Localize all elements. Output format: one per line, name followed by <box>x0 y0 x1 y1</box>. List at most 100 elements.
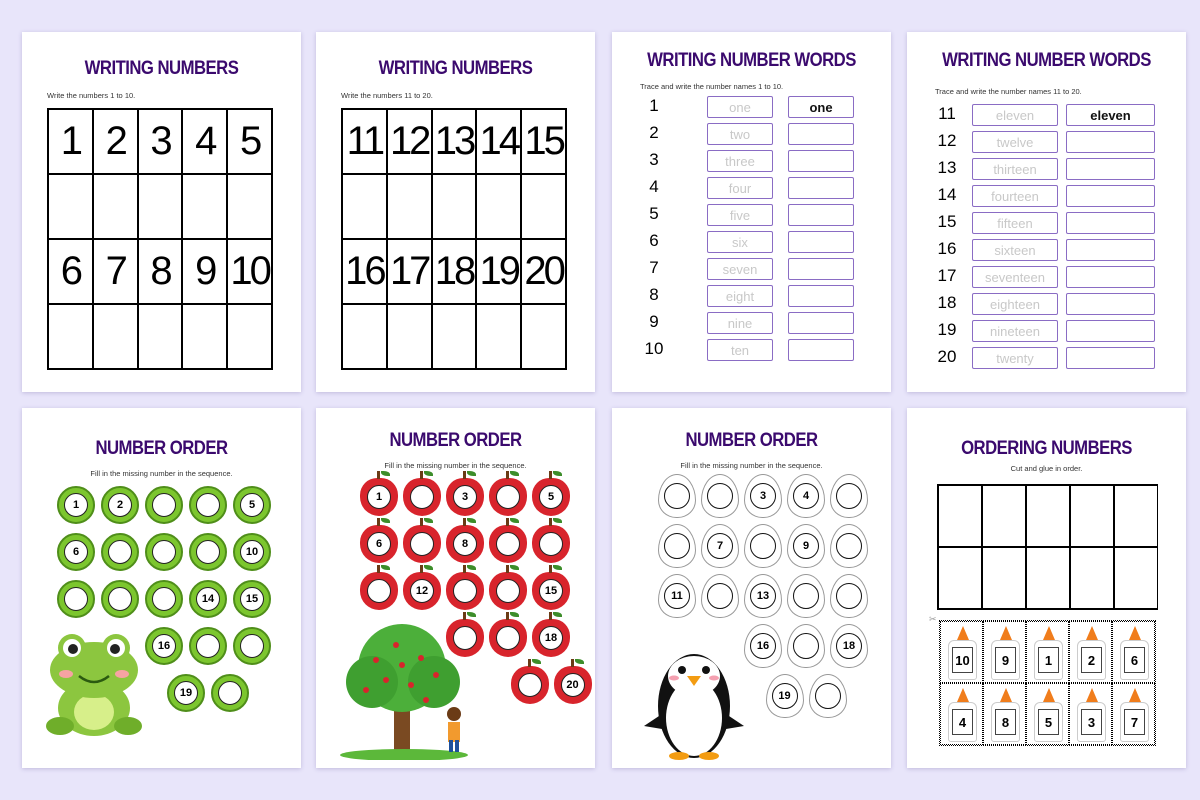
blank-circle <box>64 587 88 611</box>
apple-circle <box>403 471 441 516</box>
instructions: Cut and glue in order. <box>1010 464 1083 473</box>
given-number: 14 <box>196 587 220 611</box>
number-card[interactable]: 10 <box>940 621 983 683</box>
number-card[interactable]: 5 <box>1026 683 1069 745</box>
write-word-box <box>1066 212 1155 234</box>
glue-bottle-icon <box>1034 640 1063 680</box>
number-cell: 18 <box>431 239 477 304</box>
worksheet-page: WRITING NUMBERS Write the numbers 11 to 2… <box>316 32 595 392</box>
egg-circle: 11 <box>658 574 696 618</box>
number-cell: 11 <box>342 109 387 174</box>
egg-circle <box>658 524 696 568</box>
number-card[interactable]: 9 <box>983 621 1026 683</box>
apple-circle <box>489 518 527 563</box>
glue-cell <box>1114 547 1158 609</box>
blank-circle <box>453 579 477 603</box>
number-card[interactable]: 8 <box>983 683 1026 745</box>
row-number: 11 <box>938 104 956 123</box>
number-card[interactable]: 7 <box>1112 683 1155 745</box>
given-number: 18 <box>539 626 563 650</box>
given-number: 9 <box>793 533 819 559</box>
apple-circle <box>360 565 398 610</box>
glue-cell <box>982 485 1026 547</box>
apple-circle <box>446 612 484 657</box>
write-word-box <box>1066 320 1155 342</box>
egg-circle <box>808 674 847 718</box>
row-number: 4 <box>649 177 659 196</box>
page-title: WRITING NUMBER WORDS <box>942 50 1151 71</box>
glue-cell <box>1026 485 1070 547</box>
worksheet-page: NUMBER ORDER Fill in the missing number i… <box>316 408 595 768</box>
number-card[interactable]: 2 <box>1069 621 1112 683</box>
instructions: Trace and write the number names 11 to 2… <box>935 87 1082 96</box>
write-word-box: one <box>788 96 854 118</box>
scissors-icon: ✂ <box>929 614 937 624</box>
trace-word-box: eighteen <box>972 293 1058 315</box>
given-number: 7 <box>707 533 733 559</box>
given-number: 1 <box>64 493 88 517</box>
trace-word-box: one <box>707 96 773 118</box>
egg-circle <box>830 524 868 568</box>
apple-circle: 3 <box>446 471 484 516</box>
blank-writing-cell <box>227 174 272 239</box>
number-cell: 17 <box>386 239 432 304</box>
blank-circle <box>814 683 841 709</box>
worksheet-page: ORDERING NUMBERS Cut and glue in order. ✂ 1… <box>907 408 1186 768</box>
row-number: 3 <box>649 150 659 169</box>
trace-word-box: nine <box>707 312 773 334</box>
given-number: 18 <box>836 633 862 659</box>
given-number: 1 <box>367 485 391 509</box>
number-card[interactable]: 6 <box>1112 621 1155 683</box>
glue-cap-icon <box>1000 688 1012 702</box>
frog-illustration <box>44 630 144 745</box>
trace-word-box: ten <box>707 339 773 361</box>
egg-circle: 18 <box>830 624 868 668</box>
number-card[interactable]: 4 <box>940 683 983 745</box>
trace-word-box: fifteen <box>972 212 1058 234</box>
frog-circle <box>189 627 227 665</box>
number-cell: 16 <box>342 239 387 304</box>
given-number: 2 <box>108 493 132 517</box>
trace-word-box: seven <box>707 258 773 280</box>
frog-circle: 19 <box>167 674 205 712</box>
egg-circle <box>744 524 782 568</box>
apple-circle <box>403 518 441 563</box>
frog-circle: 15 <box>233 580 271 618</box>
number-cell: 7 <box>92 239 138 304</box>
blank-writing-cell <box>227 304 272 369</box>
frog-circle: 1 <box>57 486 95 524</box>
glue-bottle-icon <box>1077 702 1106 742</box>
worksheet-page: WRITING NUMBERS Write the numbers 1 to 10… <box>22 32 301 392</box>
instructions: Write the numbers 11 to 20. <box>341 91 433 100</box>
worksheet-page: NUMBER ORDER Fill in the missing number i… <box>22 408 301 768</box>
blank-circle <box>664 483 690 509</box>
write-word-box <box>1066 239 1155 261</box>
egg-circle: 3 <box>744 474 782 518</box>
apple-circle: 6 <box>360 518 398 563</box>
apple-circle <box>532 518 570 563</box>
frog-circle <box>189 486 227 524</box>
number-card[interactable]: 1 <box>1026 621 1069 683</box>
glue-cap-icon <box>1000 626 1012 640</box>
frog-circle: 6 <box>57 533 95 571</box>
worksheet-page: WRITING NUMBER WORDS Trace and write the … <box>612 32 891 392</box>
page-title: ORDERING NUMBERS <box>961 438 1132 459</box>
egg-circle <box>787 624 825 668</box>
row-number: 12 <box>937 131 957 150</box>
given-number: 11 <box>664 583 690 609</box>
blank-writing-cell <box>476 174 522 239</box>
blank-circle <box>836 483 862 509</box>
apple-circle: 5 <box>532 471 570 516</box>
write-word-box <box>788 150 854 172</box>
glue-cell <box>1070 547 1114 609</box>
number-cell: 10 <box>227 239 272 304</box>
egg-circle: 9 <box>787 524 825 568</box>
number-cell: 8 <box>137 239 183 304</box>
glue-cell <box>1070 485 1114 547</box>
trace-word-box: six <box>707 231 773 253</box>
card-number: 9 <box>995 647 1016 673</box>
given-number: 5 <box>539 485 563 509</box>
write-word-box <box>1066 158 1155 180</box>
number-card[interactable]: 3 <box>1069 683 1112 745</box>
blank-writing-cell <box>386 304 432 369</box>
